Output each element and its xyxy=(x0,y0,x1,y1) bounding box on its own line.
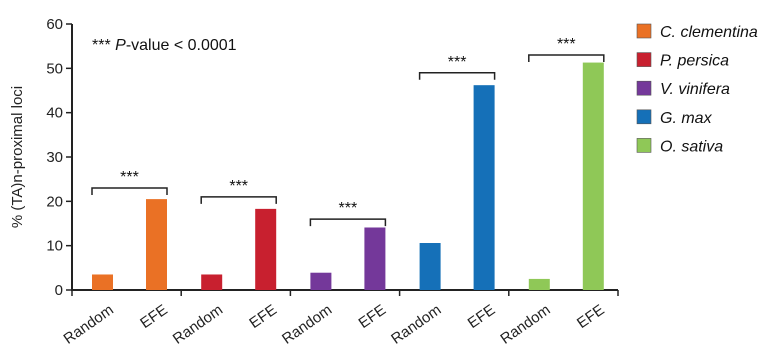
significance-label: *** xyxy=(120,169,139,186)
category-label: Random xyxy=(279,301,335,347)
significance-bracket xyxy=(309,218,387,227)
legend: C. clementina P. persica V. vinifera G. max… xyxy=(636,23,758,155)
y-tick-label: 10 xyxy=(46,238,63,255)
category-label: EFE xyxy=(574,301,608,332)
x-axis-ticks xyxy=(71,290,619,296)
legend-swatch xyxy=(636,138,652,153)
annotation-text: *** P-value < 0.0001 xyxy=(92,37,237,54)
legend-label: P. persica xyxy=(660,53,729,70)
legend-swatch xyxy=(636,109,652,125)
category-label: Random xyxy=(388,301,444,347)
category-label: EFE xyxy=(465,301,499,332)
legend-label: V. vinifera xyxy=(660,81,730,98)
bar xyxy=(255,208,277,290)
significance-bracket xyxy=(91,187,168,196)
significance-label: *** xyxy=(448,54,467,71)
bar xyxy=(528,278,550,290)
y-tick-label: 40 xyxy=(46,105,63,122)
legend-label: C. clementina xyxy=(660,24,758,41)
significance-bracket xyxy=(528,54,605,63)
category-label: Random xyxy=(497,301,553,347)
bar xyxy=(364,227,386,290)
category-label: EFE xyxy=(137,301,171,332)
y-axis-title: % (TA)n-proximal loci xyxy=(9,86,26,228)
y-tick-label: 0 xyxy=(55,282,63,299)
y-axis-ticks: 0 10 20 30 40 50 60 xyxy=(46,16,72,299)
significance-label: *** xyxy=(229,178,248,195)
bar xyxy=(201,274,223,290)
significance-brackets: *** *** *** *** *** xyxy=(91,36,605,227)
bar xyxy=(473,85,495,291)
bar xyxy=(92,274,113,290)
bar xyxy=(582,62,604,290)
bar xyxy=(419,243,441,290)
category-label: Random xyxy=(61,301,117,347)
legend-label: G. max xyxy=(660,110,713,127)
significance-label: *** xyxy=(557,36,576,53)
annotation-rest: -value < 0.0001 xyxy=(126,37,237,54)
significance-bracket xyxy=(418,72,496,80)
legend-swatch xyxy=(636,52,652,67)
legend-swatch xyxy=(636,80,652,96)
bar xyxy=(146,199,167,290)
annotation-p: P xyxy=(115,37,126,54)
significance-label: *** xyxy=(339,200,358,217)
annotation-prefix: *** xyxy=(92,37,111,54)
category-label: EFE xyxy=(356,301,390,332)
category-labels: Random EFE Random EFE Random EFE Random EFE Rand… xyxy=(61,301,608,347)
category-label: Random xyxy=(170,301,226,347)
bars xyxy=(92,62,604,291)
y-tick-label: 50 xyxy=(46,60,63,77)
legend-label: O. sativa xyxy=(660,138,723,155)
y-tick-label: 60 xyxy=(46,16,63,33)
bar xyxy=(310,272,332,290)
legend-swatch xyxy=(636,23,652,39)
y-tick-label: 20 xyxy=(46,193,63,210)
category-label: EFE xyxy=(246,301,280,332)
significance-bracket xyxy=(200,196,277,204)
y-tick-label: 30 xyxy=(46,149,63,166)
